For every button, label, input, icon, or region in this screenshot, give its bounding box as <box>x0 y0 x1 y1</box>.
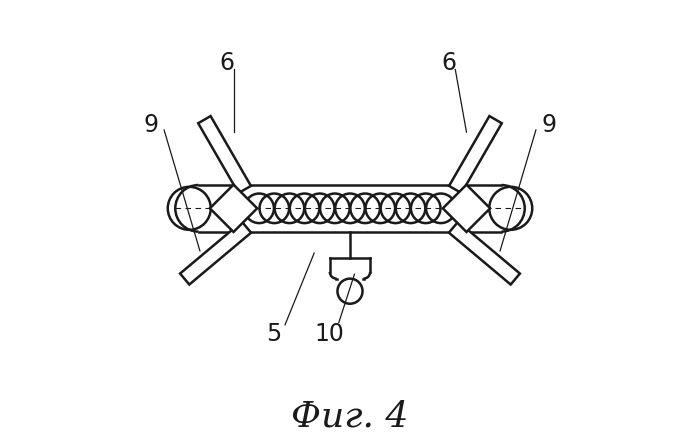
Polygon shape <box>198 116 251 193</box>
Polygon shape <box>210 185 257 232</box>
Text: 6: 6 <box>219 51 234 75</box>
Text: 9: 9 <box>143 113 158 138</box>
Polygon shape <box>449 116 502 193</box>
Polygon shape <box>180 222 251 284</box>
Text: 6: 6 <box>441 51 456 75</box>
Text: 10: 10 <box>315 322 345 346</box>
Polygon shape <box>449 222 520 284</box>
Text: 5: 5 <box>266 322 281 346</box>
Text: 9: 9 <box>542 113 557 138</box>
Polygon shape <box>443 185 490 232</box>
Text: Фиг. 4: Фиг. 4 <box>291 400 409 434</box>
